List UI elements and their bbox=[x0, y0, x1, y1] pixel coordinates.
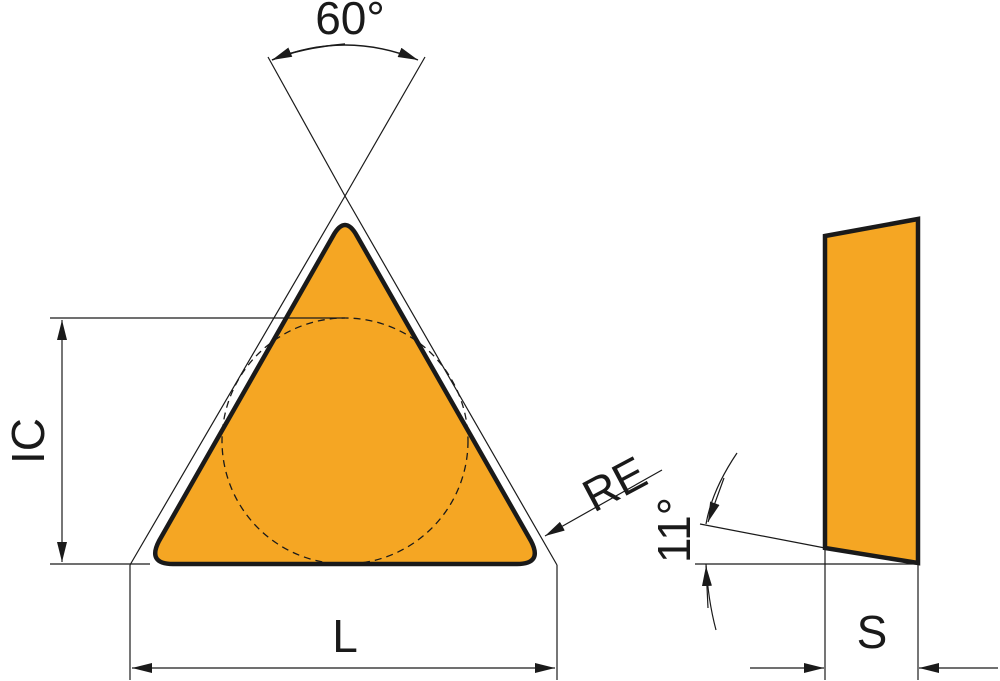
ic-label: IC bbox=[2, 418, 54, 464]
re-label: RE bbox=[574, 446, 655, 522]
l-label: L bbox=[332, 610, 358, 662]
s-dimension bbox=[750, 550, 998, 680]
angle-60-label: 60° bbox=[315, 0, 385, 44]
clearance-angle-label: 11° bbox=[648, 497, 700, 563]
clearance-angle-lines bbox=[695, 452, 918, 631]
l-dimension bbox=[129, 565, 558, 680]
angle-arrow-top bbox=[707, 477, 725, 523]
angle-arrow-bottom bbox=[701, 565, 712, 609]
side-view-insert bbox=[822, 216, 921, 566]
ic-dimension bbox=[50, 317, 345, 565]
s-label: S bbox=[857, 606, 888, 658]
triangle-insert bbox=[153, 222, 537, 567]
re-leader bbox=[544, 469, 663, 537]
